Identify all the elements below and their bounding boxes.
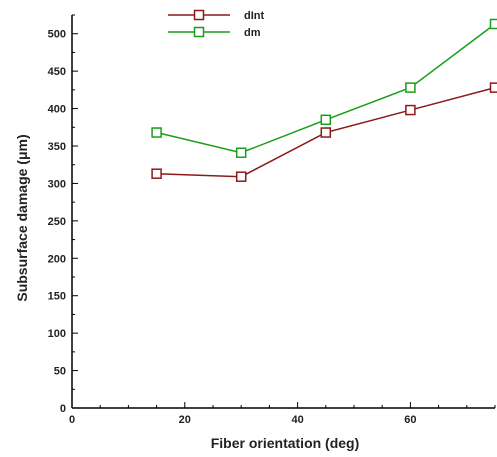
legend: dInt dm xyxy=(168,9,264,39)
x-tick-label: 0 xyxy=(69,414,75,426)
y-tick-label: 0 xyxy=(60,403,66,415)
legend-entry-dInt: dInt xyxy=(168,9,264,22)
ticks: 0 50 100 150 200 250 300 350 400 450 500 0 20 40 60 xyxy=(48,14,496,426)
legend-marker xyxy=(193,9,205,21)
y-tick-label: 400 xyxy=(48,104,66,116)
y-tick-label: 150 xyxy=(48,291,66,303)
x-axis-label: Fiber orientation (deg) xyxy=(211,435,360,451)
legend-entry-dm: dm xyxy=(168,26,261,39)
series-layer xyxy=(151,18,497,182)
y-tick-label: 200 xyxy=(48,253,66,265)
series-dm xyxy=(151,18,497,158)
data-point-dInt xyxy=(320,127,332,138)
data-point-dInt xyxy=(151,168,162,179)
data-point-dm xyxy=(489,18,497,30)
x-tick-label: 40 xyxy=(291,414,303,426)
data-point-dm xyxy=(235,147,247,158)
data-point-dm xyxy=(320,114,332,126)
x-tick-label: 60 xyxy=(404,414,416,426)
y-tick-label: 500 xyxy=(48,29,66,41)
y-axis-label: Subsurface damage (μm) xyxy=(14,134,30,301)
y-tick-label: 100 xyxy=(48,328,66,340)
axes xyxy=(71,15,495,409)
data-point-dInt xyxy=(235,171,247,182)
data-point-dm xyxy=(405,82,416,93)
legend-label: dm xyxy=(244,27,261,39)
legend-label: dInt xyxy=(244,10,264,22)
data-point-dm xyxy=(151,127,162,138)
y-tick-label: 50 xyxy=(54,366,66,378)
y-tick-label: 250 xyxy=(48,216,66,228)
data-point-dInt xyxy=(405,104,416,116)
y-tick-label: 450 xyxy=(48,66,66,78)
y-tick-label: 350 xyxy=(48,141,66,153)
series-dInt xyxy=(151,82,497,182)
x-tick-label: 20 xyxy=(179,414,191,426)
y-tick-label: 300 xyxy=(48,178,66,190)
data-point-dInt xyxy=(489,82,497,93)
legend-marker xyxy=(193,26,205,38)
